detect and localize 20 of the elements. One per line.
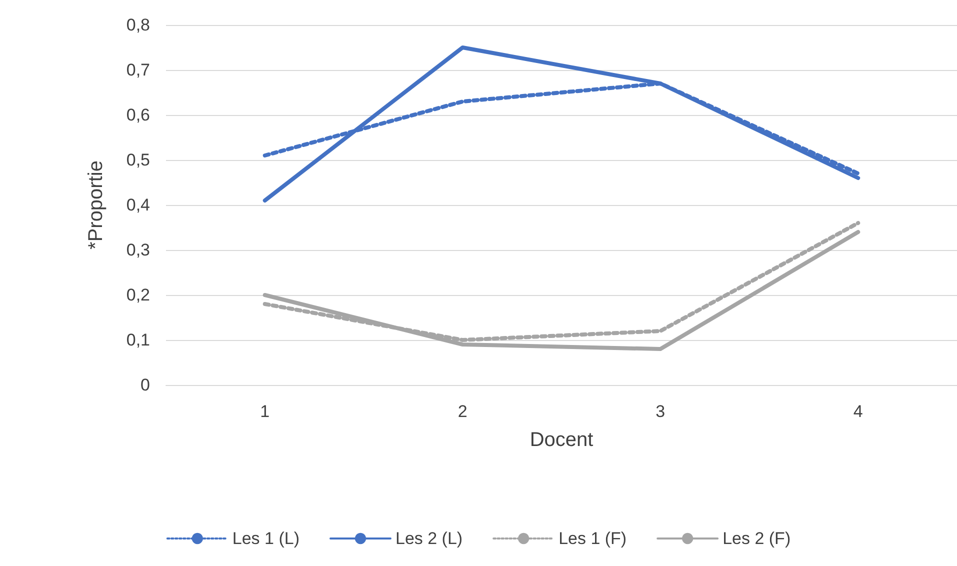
line-series [262, 46, 860, 202]
y-axis-title: *Proportie [85, 160, 107, 250]
legend-label: Les 1 (L) [232, 529, 300, 548]
y-tick-label: 0,2 [126, 286, 150, 304]
x-axis-title: Docent [530, 429, 594, 451]
x-tick-label: 2 [458, 402, 468, 421]
legend-label: Les 1 (F) [558, 529, 627, 548]
legend-label: Les 2 (F) [722, 529, 791, 548]
y-tick-label: 0,1 [126, 330, 150, 350]
x-tick-label: 1 [260, 402, 270, 421]
y-tick-label: 0,6 [126, 106, 150, 124]
legend-label: Les 2 (L) [395, 529, 463, 548]
y-tick-label: 0 [140, 376, 150, 394]
x-tick-label: 4 [853, 402, 863, 421]
x-tick-label: 3 [656, 402, 666, 421]
y-tick-label: 0,8 [126, 16, 150, 34]
y-tick-label: 0,3 [126, 240, 150, 260]
y-tick-label: 0,7 [126, 60, 150, 80]
y-tick-label: 0,5 [126, 150, 150, 170]
y-tick-label: 0,4 [126, 196, 150, 214]
